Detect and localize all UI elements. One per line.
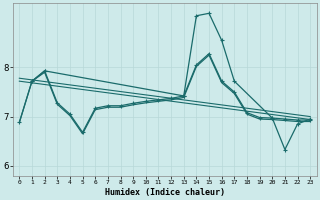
X-axis label: Humidex (Indice chaleur): Humidex (Indice chaleur) [105,188,225,197]
